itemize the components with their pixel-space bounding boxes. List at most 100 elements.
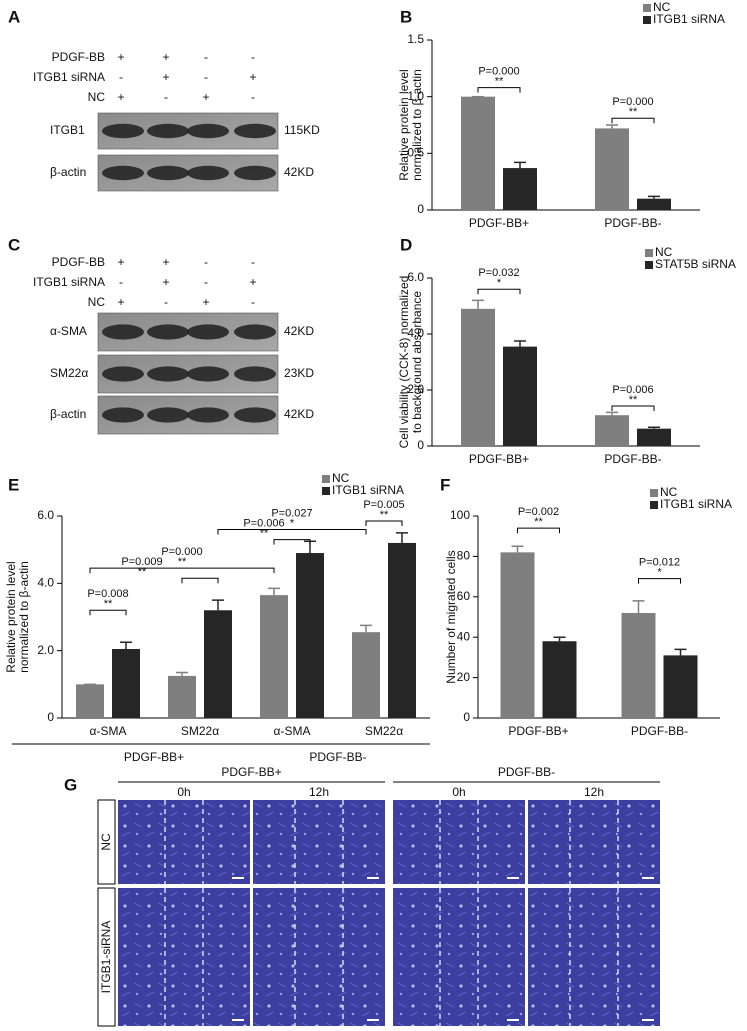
p-value: P=0.000 xyxy=(612,96,653,108)
bar xyxy=(637,198,671,210)
error-bar xyxy=(606,124,618,129)
bar xyxy=(388,542,416,718)
band xyxy=(147,123,189,139)
bar xyxy=(112,648,140,718)
band xyxy=(102,407,144,423)
error-bar xyxy=(648,195,660,199)
time-label: 12h xyxy=(584,785,604,799)
protein-label: β-actin xyxy=(50,407,86,421)
error-bar xyxy=(632,600,645,613)
p-value: P=0.005 xyxy=(363,499,404,511)
error-bar xyxy=(212,599,224,611)
y-tick-label: 0 xyxy=(417,202,424,216)
y-tick-label: 2.0 xyxy=(407,382,424,396)
sign: + xyxy=(162,275,169,289)
significance-bracket xyxy=(611,117,655,124)
sign: + xyxy=(117,255,124,269)
panel-label: E xyxy=(8,475,19,494)
legend-swatch xyxy=(322,487,330,495)
bar xyxy=(461,96,495,210)
band xyxy=(147,407,189,423)
band xyxy=(234,165,276,181)
micrograph xyxy=(528,800,660,884)
bar xyxy=(260,595,288,718)
significance-stars: * xyxy=(290,517,295,529)
x-tick-label: α-SMA xyxy=(274,724,311,738)
significance-bracket xyxy=(181,577,219,584)
micrograph xyxy=(253,888,385,1026)
y-tick-label: 1.5 xyxy=(407,32,424,46)
bar xyxy=(595,128,629,210)
y-axis-label: Relative protein level xyxy=(397,69,411,180)
sign: + xyxy=(202,90,209,104)
y-tick-label: 6.0 xyxy=(407,270,424,284)
p-value: P=0.006 xyxy=(243,517,284,529)
band xyxy=(102,366,144,382)
significance-bracket xyxy=(273,539,311,545)
legend-swatch xyxy=(645,249,653,257)
x-tick-label: SM22α xyxy=(181,724,219,738)
legend-label: NC xyxy=(655,245,673,259)
sign: - xyxy=(164,295,168,309)
x-tick-label: PDGF-BB- xyxy=(604,452,661,466)
y-axis-label: Cell viability (CCK-8) normalized xyxy=(397,276,411,449)
sign: - xyxy=(164,90,168,104)
significance-stars: * xyxy=(657,567,662,579)
legend-label: NC xyxy=(660,485,678,499)
group-label: PDGF-BB+ xyxy=(221,765,281,779)
micrograph xyxy=(253,800,385,884)
sign: + xyxy=(117,90,124,104)
y-tick-label: 40 xyxy=(457,629,471,643)
band xyxy=(187,366,229,382)
group-label: PDGF-BB+ xyxy=(124,750,184,764)
legend-swatch xyxy=(650,489,658,497)
legend-swatch xyxy=(322,475,330,483)
y-tick-label: 0 xyxy=(463,710,470,724)
band xyxy=(234,324,276,340)
band xyxy=(102,165,144,181)
error-bar xyxy=(511,545,524,553)
significance-bracket xyxy=(217,528,367,535)
condition-label: ITGB1 siRNA xyxy=(33,275,105,289)
error-bar xyxy=(268,587,280,596)
legend-swatch xyxy=(643,4,651,12)
panel-label: F xyxy=(440,475,450,494)
y-axis-label: normalized to β-actin xyxy=(17,561,31,673)
error-bar xyxy=(514,161,526,169)
band xyxy=(147,324,189,340)
significance-stars: ** xyxy=(260,527,269,539)
legend-label: ITGB1 siRNA xyxy=(653,12,725,26)
sign: - xyxy=(251,295,255,309)
sign: + xyxy=(162,70,169,84)
p-value: P=0.000 xyxy=(161,546,202,558)
y-tick-label: 20 xyxy=(457,670,471,684)
sign: - xyxy=(251,50,255,64)
sign: + xyxy=(202,295,209,309)
legend-label: NC xyxy=(653,0,671,14)
row-label: ITGB1-siRNA xyxy=(99,921,113,994)
p-value: P=0.012 xyxy=(639,557,680,569)
error-bar xyxy=(514,340,526,347)
condition-label: NC xyxy=(88,295,106,309)
x-tick-label: PDGF-BB- xyxy=(604,216,661,230)
band-size: 42KD xyxy=(284,165,314,179)
significance-stars: * xyxy=(497,277,502,289)
bar xyxy=(76,684,104,718)
y-tick-label: 60 xyxy=(457,589,471,603)
band xyxy=(187,165,229,181)
y-tick-label: 4.0 xyxy=(37,576,54,590)
band xyxy=(102,123,144,139)
condition-label: NC xyxy=(88,90,106,104)
y-tick-label: 0.5 xyxy=(407,146,424,160)
sign: - xyxy=(251,90,255,104)
x-tick-label: PDGF-BB+ xyxy=(469,216,529,230)
micrograph xyxy=(118,888,250,1026)
band xyxy=(102,324,144,340)
bar xyxy=(503,346,537,446)
time-label: 12h xyxy=(309,785,329,799)
significance-bracket xyxy=(517,527,560,534)
band xyxy=(234,123,276,139)
legend-swatch xyxy=(645,261,653,269)
time-label: 0h xyxy=(452,785,465,799)
sign: - xyxy=(204,50,208,64)
